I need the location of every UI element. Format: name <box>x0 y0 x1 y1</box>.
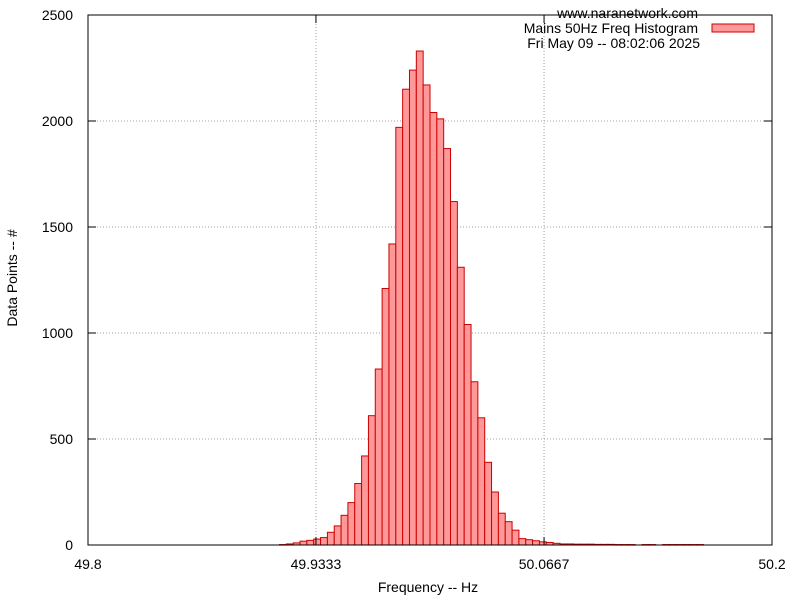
histogram-bar <box>477 417 486 546</box>
y-axis-label: Data Points -- # <box>4 229 20 326</box>
x-tick-label: 49.9333 <box>291 556 342 572</box>
histogram-bar <box>381 287 390 546</box>
histogram-bar <box>326 531 335 546</box>
histogram-bar <box>470 381 479 546</box>
histogram-bar <box>463 324 472 546</box>
legend-title-line-1: www.naranetwork.com <box>556 5 698 21</box>
x-tick-label: 49.8 <box>74 556 101 572</box>
histogram-bar <box>320 537 328 546</box>
histogram-bar <box>504 521 513 546</box>
histogram-bar <box>361 455 369 546</box>
histogram-bar <box>374 368 383 546</box>
histogram-bar <box>491 491 499 546</box>
histogram-bar <box>340 514 349 546</box>
histogram-bar <box>408 69 417 546</box>
x-tick-label: 50.0667 <box>519 556 570 572</box>
histogram-bar <box>525 539 534 546</box>
histogram-bar <box>395 126 404 546</box>
histogram-bar <box>532 540 540 546</box>
y-tick-label: 2500 <box>42 7 73 23</box>
histogram-bars <box>279 50 705 546</box>
histogram-bar <box>388 243 397 546</box>
histogram-bar <box>367 415 376 546</box>
histogram-bar <box>354 483 363 546</box>
x-axis-label: Frequency -- Hz <box>378 579 478 595</box>
histogram-bar <box>429 112 438 546</box>
histogram-bar <box>306 539 315 546</box>
y-tick-labels: 0 500 1000 1500 2000 2500 <box>42 7 73 553</box>
legend-swatch <box>711 23 755 33</box>
histogram-bar <box>402 88 410 546</box>
legend-title-line-3: Fri May 09 -- 08:02:06 2025 <box>527 35 700 51</box>
histogram-bar <box>484 461 493 546</box>
y-tick-label: 500 <box>50 431 74 447</box>
histogram-bar <box>518 538 527 546</box>
histogram-bar <box>450 201 458 546</box>
histogram-bar <box>299 540 308 546</box>
histogram-bar <box>443 148 452 546</box>
axis-ticks <box>87 14 773 546</box>
legend-title-line-2: Mains 50Hz Freq Histogram <box>524 20 698 36</box>
histogram-bar <box>497 512 506 546</box>
y-tick-label: 0 <box>65 537 73 553</box>
x-tick-label: 50.2 <box>758 556 785 572</box>
histogram-bar <box>422 84 431 546</box>
histogram-bar <box>415 50 424 546</box>
plot-frame <box>87 14 773 546</box>
y-tick-label: 1500 <box>42 219 73 235</box>
histogram-bar <box>347 502 356 546</box>
histogram-bar <box>511 529 520 546</box>
histogram-bar <box>436 118 445 546</box>
legend: www.naranetwork.com Mains 50Hz Freq Hist… <box>524 5 755 51</box>
y-tick-label: 1000 <box>42 325 73 341</box>
histogram-bar <box>333 525 342 546</box>
y-tick-label: 2000 <box>42 113 73 129</box>
histogram-bar <box>313 538 322 546</box>
histogram-bar <box>456 266 465 546</box>
x-tick-labels: 49.8 49.9333 50.0667 50.2 <box>74 556 785 572</box>
